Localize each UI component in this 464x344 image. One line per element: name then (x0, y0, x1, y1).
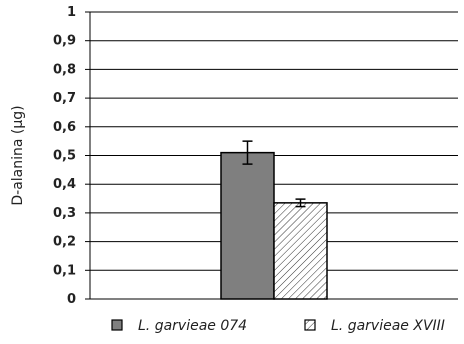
legend-label: L. garvieae XVIII (331, 318, 445, 334)
bars (221, 153, 327, 299)
legend: L. garvieae 074 L. garvieae XVIII (112, 318, 445, 334)
y-tick-label: 0,7 (53, 91, 76, 106)
y-axis-title: D-alanina (µg) (10, 105, 26, 205)
y-tick-label: 0,2 (53, 235, 76, 250)
bar (274, 203, 327, 299)
legend-label: L. garvieae 074 (138, 318, 247, 334)
y-tick-label: 0,3 (53, 206, 76, 221)
y-tick-labels: 0 0,1 0,2 0,3 0,4 0,5 0,6 0,7 0,8 0,9 1 (53, 5, 76, 307)
bar (221, 153, 274, 299)
y-tick-label: 0,8 (53, 62, 76, 77)
y-tick-label: 0,5 (53, 149, 76, 164)
y-tick-label: 0 (67, 292, 76, 307)
legend-swatch (305, 320, 315, 330)
y-tick-label: 1 (67, 5, 76, 20)
y-tick-label: 0,1 (53, 263, 76, 278)
y-tick-label: 0,9 (53, 34, 76, 49)
y-tick-label: 0,4 (53, 177, 76, 192)
y-tick-label: 0,6 (53, 120, 76, 135)
legend-swatch (112, 320, 122, 330)
